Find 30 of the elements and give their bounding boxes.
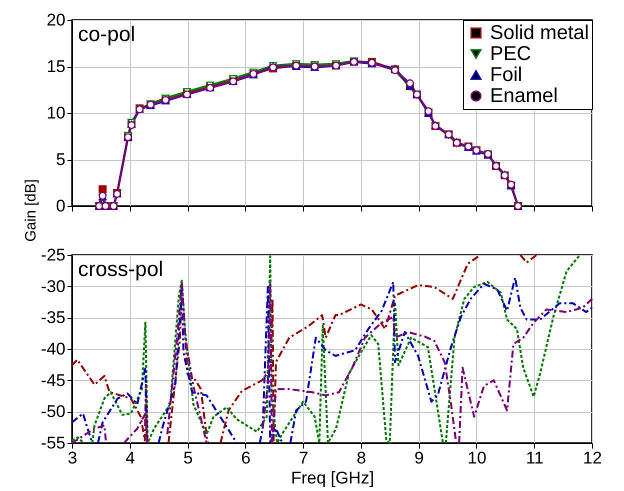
y-axis-title: Gain [dB] bbox=[22, 179, 40, 242]
y-tick-label: 0 bbox=[56, 196, 66, 216]
y-tick-label: 5 bbox=[56, 150, 66, 169]
x-tick-label: 7 bbox=[298, 448, 308, 468]
x-tick-label: 6 bbox=[241, 448, 251, 468]
x-tick-label: 12 bbox=[583, 448, 602, 468]
y-tick-label: 15 bbox=[46, 57, 66, 76]
x-tick-label: 9 bbox=[414, 448, 424, 468]
x-tick-label: 8 bbox=[356, 448, 366, 468]
y-tick-label: -50 bbox=[40, 402, 66, 422]
x-tick-label: 5 bbox=[183, 448, 193, 468]
y-tick-label: -40 bbox=[40, 340, 66, 358]
x-tick-label: 10 bbox=[467, 448, 486, 468]
y-tick-label: -25 bbox=[40, 246, 66, 264]
legend-label: Enamel bbox=[490, 85, 558, 107]
x-tick-label: 4 bbox=[126, 448, 136, 468]
annotation: cross-pol bbox=[78, 258, 164, 281]
legend-label: Solid metal bbox=[490, 22, 589, 44]
y-tick-label: 20 bbox=[46, 10, 66, 30]
legend-label: PEC bbox=[490, 43, 532, 65]
y-tick-label: -30 bbox=[40, 276, 66, 296]
y-tick-label: -45 bbox=[40, 370, 66, 390]
y-tick-label: -55 bbox=[40, 434, 66, 452]
y-tick-label: -35 bbox=[40, 308, 66, 328]
annotation: co-pol bbox=[78, 23, 136, 46]
legend-label: Foil bbox=[490, 64, 522, 86]
x-tick-label: 3 bbox=[68, 448, 78, 468]
y-tick-label: 10 bbox=[46, 104, 66, 122]
x-axis-title: Freq [GHz] bbox=[290, 468, 374, 488]
x-tick-label: 11 bbox=[526, 448, 544, 468]
